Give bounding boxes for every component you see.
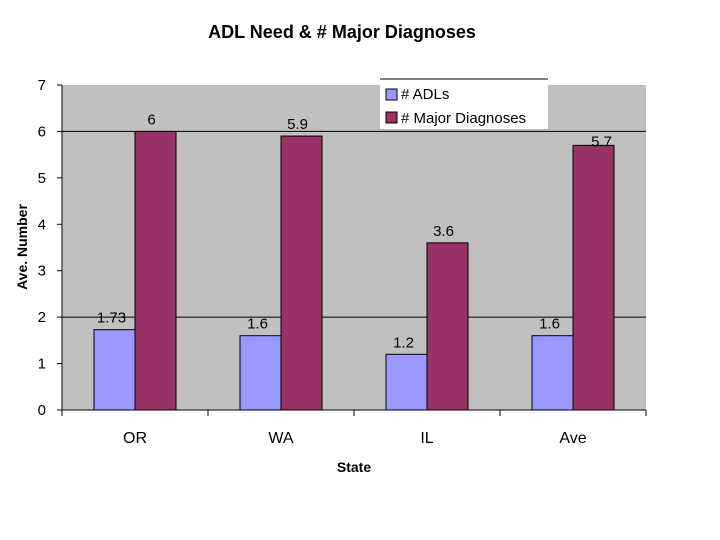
legend-box	[380, 79, 548, 129]
y-tick-label: 1	[38, 356, 46, 373]
bar-major-diagnoses-il	[426, 242, 469, 411]
y-tick-label: 3	[38, 263, 46, 280]
data-label-major-diagnoses-or: 6	[147, 111, 155, 128]
data-label-adls-wa: 1.6	[247, 316, 268, 333]
bar-adls-wa	[239, 335, 282, 411]
bar-series	[93, 130, 615, 411]
x-axis: OR WA IL Ave	[61, 410, 647, 447]
x-tick-label-ave: Ave	[559, 430, 586, 447]
legend-swatch-adls	[385, 88, 398, 101]
bar-major-diagnoses-wa	[280, 135, 323, 411]
y-tick-label: 0	[38, 402, 46, 419]
y-tick-label: 5	[38, 170, 46, 187]
y-tick-label: 7	[38, 77, 46, 94]
legend-label-adls: # ADLs	[401, 86, 449, 103]
data-labels: 1.73 6 1.6 5.9 1.2 3.6 1.6 5.7	[97, 111, 612, 351]
x-tick-label-il: IL	[420, 430, 433, 447]
y-axis-title: Ave. Number	[14, 204, 30, 290]
y-tick-label: 2	[38, 309, 46, 326]
legend-swatch-major-diagnoses	[385, 111, 398, 124]
y-tick-label: 4	[38, 216, 46, 233]
x-axis-title: State	[337, 459, 371, 475]
bar-adls-ave	[531, 335, 574, 411]
data-label-major-diagnoses-il: 3.6	[433, 223, 454, 240]
bar-adls-il	[385, 353, 428, 411]
x-tick-label-or: OR	[123, 430, 147, 447]
legend-label-major-diagnoses: # Major Diagnoses	[401, 110, 526, 127]
data-label-adls-or: 1.73	[97, 310, 126, 327]
data-label-major-diagnoses-wa: 5.9	[287, 116, 308, 133]
y-tick-label: 6	[38, 123, 46, 140]
legend: # ADLs # Major Diagnoses	[380, 78, 548, 129]
x-tick-label-wa: WA	[268, 430, 294, 447]
bar-major-diagnoses-ave	[572, 144, 615, 411]
y-axis: 0 1 2 3 4 5 6 7	[38, 77, 62, 419]
bar-major-diagnoses-or	[134, 130, 177, 411]
data-label-adls-il: 1.2	[393, 334, 414, 351]
bar-adls-or	[93, 329, 136, 411]
data-label-major-diagnoses-ave: 5.7	[591, 133, 612, 150]
chart-title: ADL Need & # Major Diagnoses	[208, 22, 476, 42]
data-label-adls-ave: 1.6	[539, 316, 560, 333]
